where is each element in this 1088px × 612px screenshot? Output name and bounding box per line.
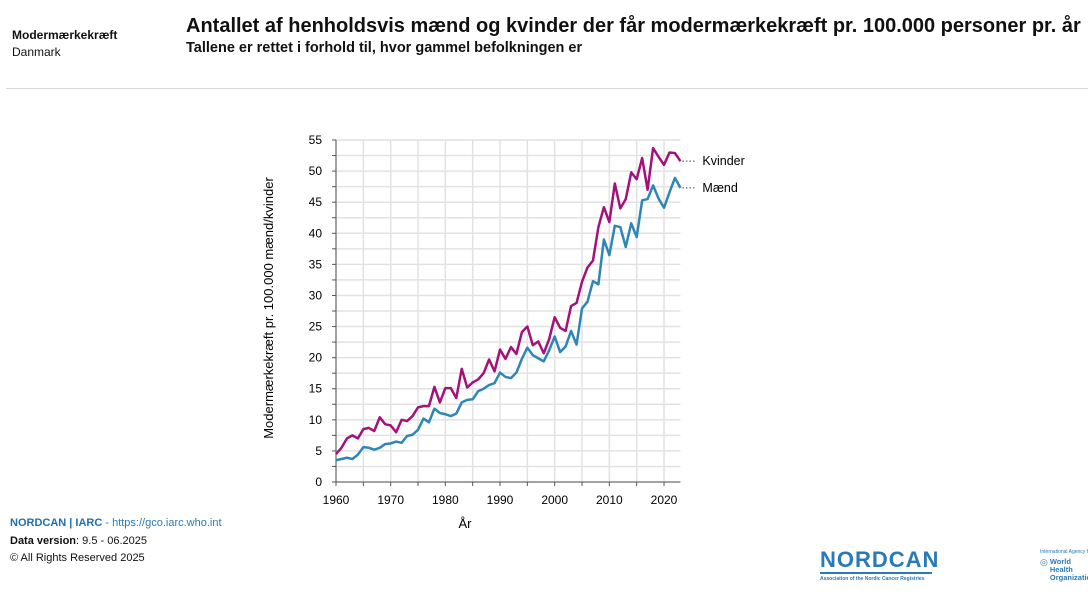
y-tick-label: 20 — [309, 351, 323, 365]
y-tick-label: 30 — [309, 288, 323, 302]
nordcan-logo-subtitle: Association of the Nordic Cancer Registr… — [820, 576, 925, 582]
y-tick-label: 40 — [309, 226, 323, 240]
y-tick-label: 25 — [309, 320, 323, 334]
chart-title: Antallet af henholdsvis mænd og kvinder … — [186, 15, 1081, 37]
version-label: Data version — [10, 535, 77, 547]
series-label: Kvinder — [702, 154, 744, 168]
footer-copyright: © All Rights Reserved 2025 — [10, 552, 145, 564]
series-label: Mænd — [702, 181, 737, 195]
footer-url-link[interactable]: https://gco.iarc.who.int — [112, 517, 222, 529]
footer-version: Data version: 9.5 - 06.2025 — [10, 535, 147, 547]
who-logo: ◎World Health Organization — [1040, 558, 1088, 582]
grid — [335, 139, 681, 483]
axes: 0 5 10 15 20 25 30 35 40 45 50 55 1960 1970 1980 1990 20… — [309, 133, 681, 507]
x-tick-label: 1990 — [487, 493, 514, 507]
nordcan-logo: NORDCAN Association of the Nordic Cancer… — [820, 547, 940, 582]
x-tick-label: 2010 — [596, 493, 623, 507]
who-logo-text: World Health Organization — [1049, 557, 1088, 582]
chart-subtitle: Tallene er rettet i forhold til, hvor ga… — [186, 40, 583, 56]
nordcan-logo-text: NORDCAN — [820, 547, 940, 574]
y-tick-label: 50 — [309, 164, 323, 178]
version-value: : 9.5 - 06.2025 — [76, 535, 147, 547]
x-tick-label: 1960 — [323, 493, 350, 507]
iarc-who-logo: International Agency for Research on Can… — [1040, 549, 1088, 582]
x-tick-label: 2000 — [541, 493, 568, 507]
cancer-type-label: Modermærkekræft — [12, 28, 118, 42]
x-tick-label: 1970 — [377, 493, 404, 507]
y-tick-label: 10 — [309, 413, 323, 427]
who-emblem-icon: ◎ — [1040, 557, 1048, 567]
y-axis-label: Modermærkekræft pr. 100.000 mænd/kvinder — [261, 177, 276, 439]
header-divider — [6, 88, 1088, 89]
y-tick-label: 0 — [315, 475, 322, 489]
footer-source: NORDCAN | IARC - https://gco.iarc.who.in… — [10, 517, 222, 529]
x-tick-label: 1980 — [432, 493, 459, 507]
series-lines: Kvinder Mænd — [335, 146, 745, 462]
y-tick-label: 5 — [315, 444, 322, 458]
y-tick-label: 15 — [309, 382, 323, 396]
footer-brand: NORDCAN | IARC — [10, 517, 103, 529]
iarc-logo-text: International Agency for Research on Can… — [1040, 549, 1088, 555]
x-tick-label: 2020 — [651, 493, 678, 507]
series-line-kvinder — [335, 146, 682, 455]
series-line-mænd — [335, 176, 682, 462]
footer-sep: - — [102, 517, 113, 529]
y-tick-label: 45 — [309, 195, 323, 209]
y-tick-label: 55 — [309, 133, 323, 147]
y-tick-label: 35 — [309, 257, 323, 271]
x-axis-label: År — [459, 516, 473, 531]
country-label: Danmark — [12, 45, 61, 59]
